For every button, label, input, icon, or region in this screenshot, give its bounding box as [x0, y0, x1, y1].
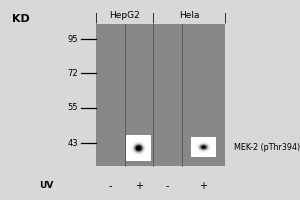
- Text: 55: 55: [68, 104, 78, 112]
- Text: Hela: Hela: [179, 11, 199, 20]
- Text: 72: 72: [68, 68, 78, 77]
- Text: |: |: [152, 12, 154, 23]
- Text: 43: 43: [68, 138, 78, 148]
- Text: +: +: [135, 181, 143, 191]
- Text: -: -: [109, 181, 112, 191]
- Text: -: -: [166, 181, 169, 191]
- Text: MEK-2 (pThr394): MEK-2 (pThr394): [234, 143, 300, 152]
- Text: |: |: [224, 12, 226, 23]
- Text: KD: KD: [12, 14, 30, 24]
- Bar: [96, 24, 225, 166]
- Text: HepG2: HepG2: [109, 11, 140, 20]
- Text: 95: 95: [68, 34, 78, 44]
- Text: +: +: [199, 181, 207, 191]
- Text: UV: UV: [40, 182, 54, 190]
- Text: |: |: [94, 12, 98, 23]
